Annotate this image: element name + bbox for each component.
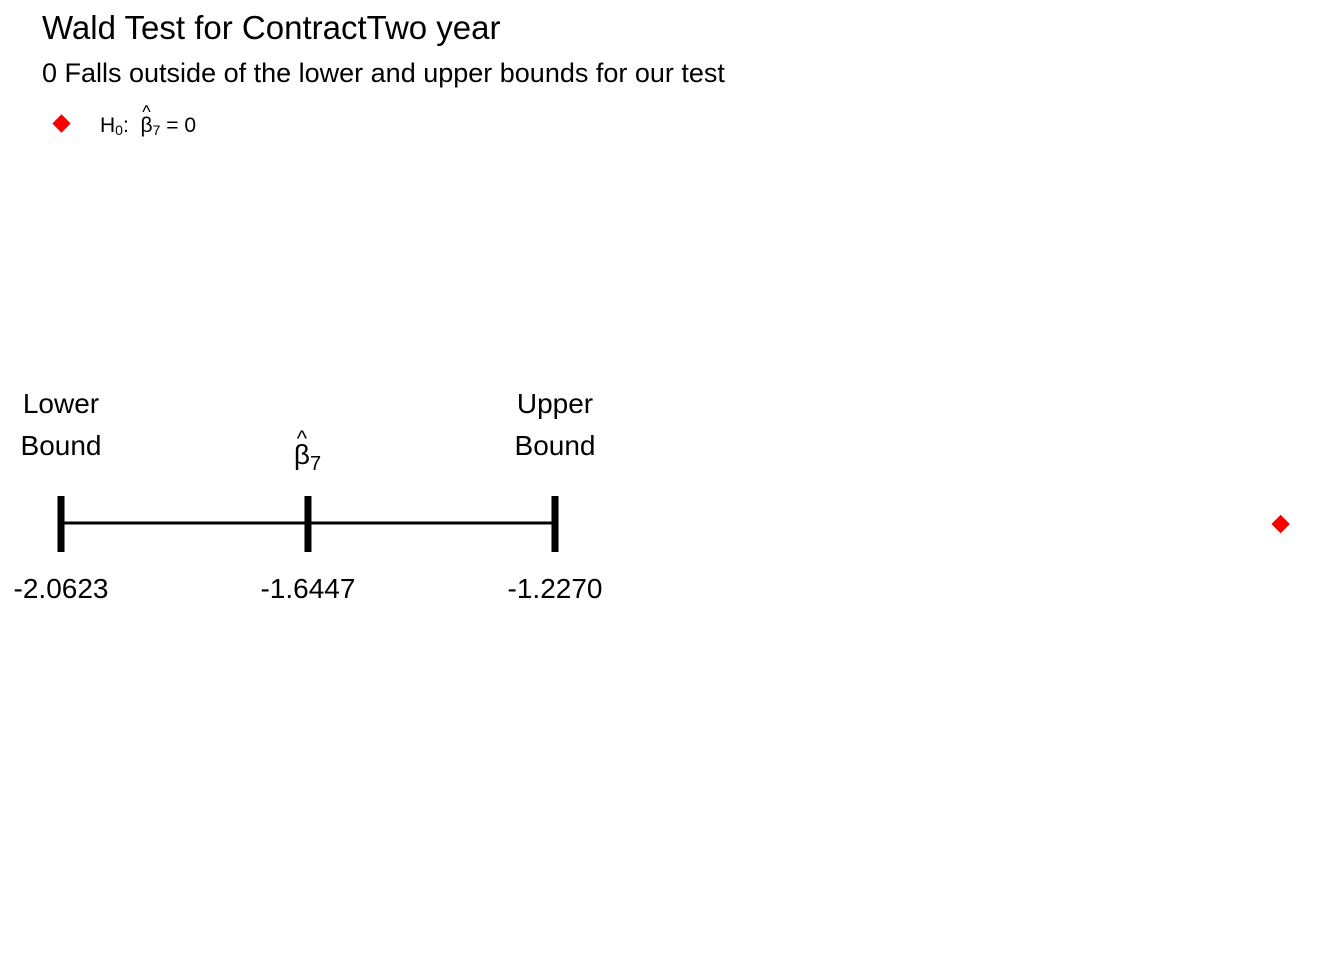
upper-bound-value-label: -1.2270 (508, 573, 603, 604)
estimate-value-label: -1.6447 (260, 573, 355, 604)
estimate-title-hat: ^ (297, 426, 308, 451)
chart-title: Wald Test for ContractTwo year (42, 9, 501, 46)
estimate-title-symbol: β (294, 439, 310, 470)
lower-bound-title-line2: Bound (21, 430, 102, 461)
lower-bound-value-label: -2.0623 (14, 573, 109, 604)
null-value-marker (1271, 514, 1290, 534)
legend-hypothesis-prefix: H (100, 114, 116, 137)
estimate-title-index: 7 (310, 453, 321, 475)
upper-bound-title-line2: Bound (515, 430, 596, 461)
legend-hypothesis-sub: 0 (115, 122, 123, 138)
upper-bound-title-line1: Upper (517, 388, 593, 419)
legend-coef-symbol: β (140, 114, 153, 137)
lower-bound-title-line1: Lower (23, 388, 99, 419)
legend-coef-hat: ^ (142, 102, 151, 122)
legend-equals: = 0 (166, 114, 196, 137)
legend-coef-index: 7 (152, 122, 161, 138)
legend-label: H0: ^ β7 = 0 (100, 102, 196, 144)
chart-subtitle: 0 Falls outside of the lower and upper b… (42, 58, 725, 88)
